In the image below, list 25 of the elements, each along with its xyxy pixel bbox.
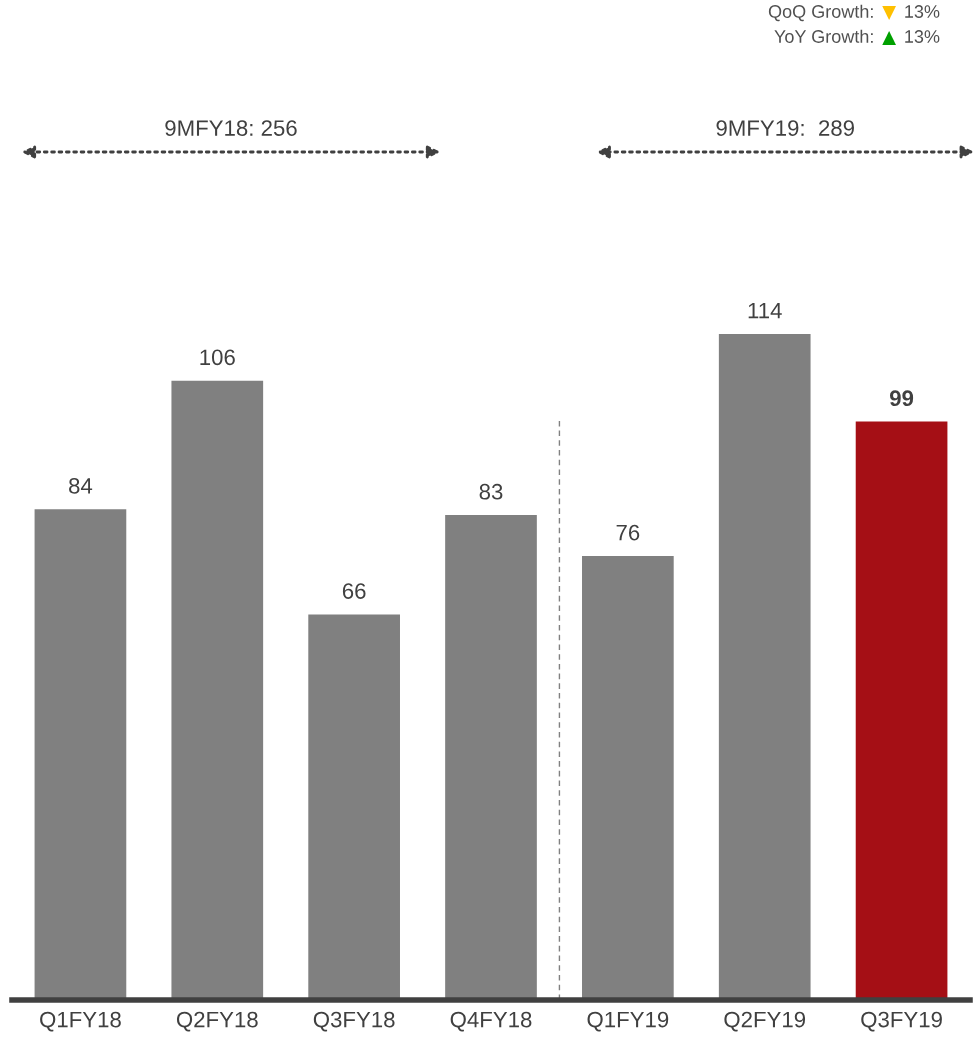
bar <box>855 421 948 1000</box>
data-label: 76 <box>616 524 640 541</box>
text: 9MFY19: 289 <box>716 120 854 136</box>
data-label: 106 <box>200 349 235 366</box>
bar <box>582 555 674 1000</box>
bar <box>718 333 811 1000</box>
x-tick-label: Q4FY18 <box>450 1011 532 1032</box>
bar <box>445 515 537 1000</box>
text: QoQ Growth: ▼ 13% <box>768 4 940 22</box>
data-label: 66 <box>342 583 366 599</box>
x-tick-label: Q1FY19 <box>587 1011 669 1032</box>
text: 9MFY18: 256 <box>165 120 297 136</box>
data-label: 114 <box>748 302 782 319</box>
x-tick-label: Q2FY18 <box>176 1011 258 1032</box>
data-label: 83 <box>479 483 503 500</box>
data-label: 84 <box>69 478 93 494</box>
x-tick-label: Q2FY19 <box>724 1011 806 1032</box>
bar <box>34 509 127 1000</box>
bar <box>308 614 400 1000</box>
x-tick-label: Q1FY18 <box>40 1011 121 1032</box>
x-tick-label: Q3FY19 <box>861 1011 942 1032</box>
x-tick-label: Q3FY18 <box>313 1011 395 1032</box>
bar <box>171 380 264 1000</box>
text: YoY Growth: ▲ 13% <box>774 29 940 45</box>
data-label: 99 <box>889 390 914 407</box>
